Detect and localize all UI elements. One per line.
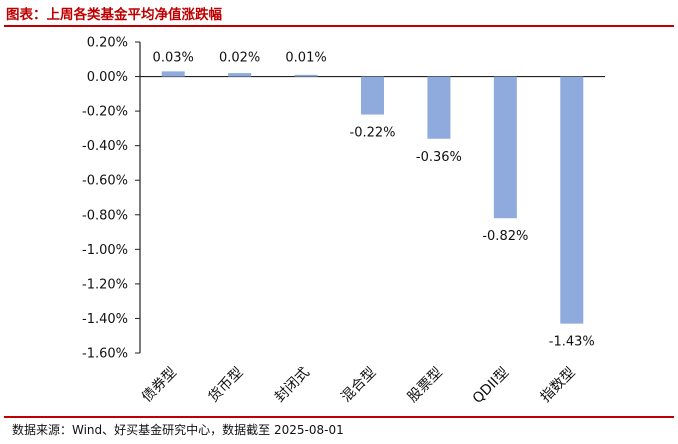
- bar-chart: 0.20% 0.00% -0.20% -0.40% -0.60% -0.80% -1.00%…: [82, 36, 605, 407]
- y-tick-label: -0.20%: [82, 105, 128, 120]
- data-label: -1.43%: [549, 335, 595, 350]
- bar: [560, 76, 584, 324]
- y-tick-label: 0.00%: [87, 70, 128, 85]
- data-label: 0.02%: [219, 51, 260, 66]
- top-rule: [4, 25, 674, 27]
- bar: [294, 74, 318, 77]
- bar: [493, 76, 517, 219]
- data-label: 0.03%: [153, 51, 194, 66]
- y-tick-label: -1.60%: [82, 347, 128, 362]
- category-label: 债券型: [139, 365, 180, 406]
- chart-title: 图表：上周各类基金平均净值涨跌幅: [6, 7, 222, 23]
- y-tick-label: -1.00%: [82, 243, 128, 258]
- y-tick-label: -0.60%: [82, 174, 128, 189]
- y-tick-label: 0.20%: [87, 36, 128, 51]
- y-tick-label: -0.40%: [82, 139, 128, 154]
- bar: [361, 76, 384, 115]
- data-label: -0.82%: [482, 229, 528, 244]
- y-tick-label: -0.80%: [82, 208, 128, 223]
- y-tick-label: -1.40%: [82, 312, 128, 327]
- bar: [427, 76, 451, 139]
- category-label: 货币型: [205, 364, 247, 406]
- data-label: 0.01%: [285, 51, 326, 66]
- category-label: 指数型: [538, 365, 579, 406]
- data-label: -0.36%: [416, 150, 462, 165]
- bar: [161, 71, 185, 77]
- category-label: 封闭式: [272, 365, 313, 406]
- category-label: 混合型: [338, 365, 379, 406]
- title-bar: 图表：上周各类基金平均净值涨跌幅: [6, 4, 222, 24]
- category-label: 股票型: [405, 365, 446, 406]
- data-label: -0.22%: [350, 126, 396, 141]
- y-tick-label: -1.20%: [82, 277, 128, 292]
- source-note: 数据来源：Wind、好买基金研究中心，数据截至 2025-08-01: [12, 423, 344, 437]
- bar: [228, 73, 252, 77]
- bottom-rule: [4, 416, 674, 418]
- category-label: QDII型: [470, 365, 512, 407]
